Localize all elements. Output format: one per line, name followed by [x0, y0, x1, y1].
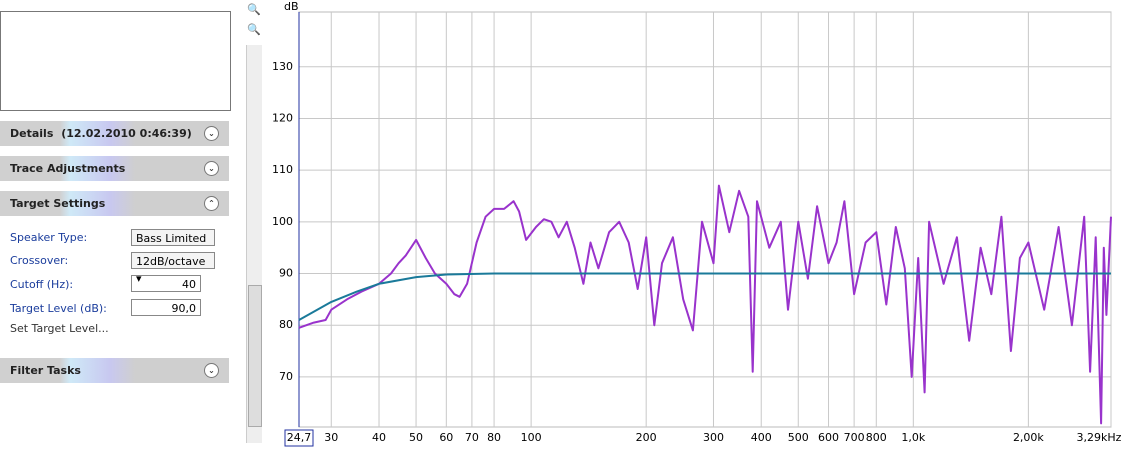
- label: Speaker Type:: [10, 231, 88, 244]
- y-tick-label: 70: [279, 370, 293, 383]
- trace: [298, 272, 1111, 321]
- scrollbar[interactable]: [246, 45, 262, 443]
- x-tick-label: 60: [439, 431, 453, 444]
- x-tick-label: 700: [844, 431, 865, 444]
- x-tick-label: 3,29kHz: [1077, 431, 1122, 444]
- x-tick-label: 70: [465, 431, 479, 444]
- zoom-out[interactable]: 🔍: [247, 23, 261, 36]
- level-input[interactable]: 90,0: [131, 299, 201, 316]
- y-tick-label: 90: [279, 267, 293, 280]
- target-header[interactable]: Target Settings ⌃: [0, 191, 229, 216]
- x-tick-label: 1,0k: [901, 431, 925, 444]
- expand[interactable]: ⌄: [204, 126, 219, 141]
- target-title: Target Settings: [10, 197, 106, 210]
- x-tick-label: 100: [521, 431, 542, 444]
- x-tick-label: 24,7: [287, 431, 312, 444]
- y-tick-label: 130: [272, 60, 293, 73]
- filter-header[interactable]: Filter Tasks ⌄: [0, 358, 229, 383]
- details-timestamp: (12.02.2010 0:46:39): [61, 127, 192, 140]
- expand[interactable]: ⌄: [204, 363, 219, 378]
- speaker-select[interactable]: Bass Limited ▾: [131, 229, 215, 262]
- x-tick-label: 800: [866, 431, 887, 444]
- x-tick-label: 300: [703, 431, 724, 444]
- link[interactable]: Set Target Level...: [10, 322, 109, 335]
- x-tick-label: 50: [409, 431, 423, 444]
- x-tick-label: 2,00k: [1013, 431, 1044, 444]
- details-title: Details: [10, 127, 54, 140]
- y-unit: dB: [284, 0, 299, 13]
- thumb[interactable]: [248, 285, 262, 427]
- trace-header[interactable]: Trace Adjustments ⌄: [0, 156, 229, 181]
- crossover-select[interactable]: 12dB/octave ▾: [131, 252, 215, 285]
- value: Bass Limited: [136, 232, 207, 245]
- x-tick-label: 80: [487, 431, 501, 444]
- x-tick-label: 600: [818, 431, 839, 444]
- value: 12dB/octave: [136, 255, 206, 268]
- cutoff-input[interactable]: 40: [131, 275, 201, 292]
- trace-title: Trace Adjustments: [10, 162, 126, 175]
- expand[interactable]: ⌄: [204, 161, 219, 176]
- x-tick-label: 40: [372, 431, 386, 444]
- preview-box: [0, 11, 231, 111]
- collapse[interactable]: ⌃: [204, 196, 219, 211]
- y-tick-label: 100: [272, 215, 293, 228]
- label: Crossover:: [10, 254, 69, 267]
- y-tick-label: 80: [279, 318, 293, 331]
- x-tick-label: 200: [636, 431, 657, 444]
- trace: [298, 184, 1112, 425]
- details-header[interactable]: Details (12.02.2010 0:46:39) ⌄: [0, 121, 229, 146]
- x-tick-label: 500: [788, 431, 809, 444]
- x-start-box: [284, 429, 314, 447]
- x-tick-label: 30: [324, 431, 338, 444]
- filter-title: Filter Tasks: [10, 364, 81, 377]
- label: Target Level (dB):: [10, 302, 107, 315]
- x-tick-label: 400: [751, 431, 772, 444]
- zoom-in[interactable]: 🔍: [247, 3, 261, 16]
- y-tick-label: 120: [272, 111, 293, 124]
- label: Cutoff (Hz):: [10, 278, 74, 291]
- plot-area: [298, 11, 1112, 428]
- y-tick-label: 110: [272, 163, 293, 176]
